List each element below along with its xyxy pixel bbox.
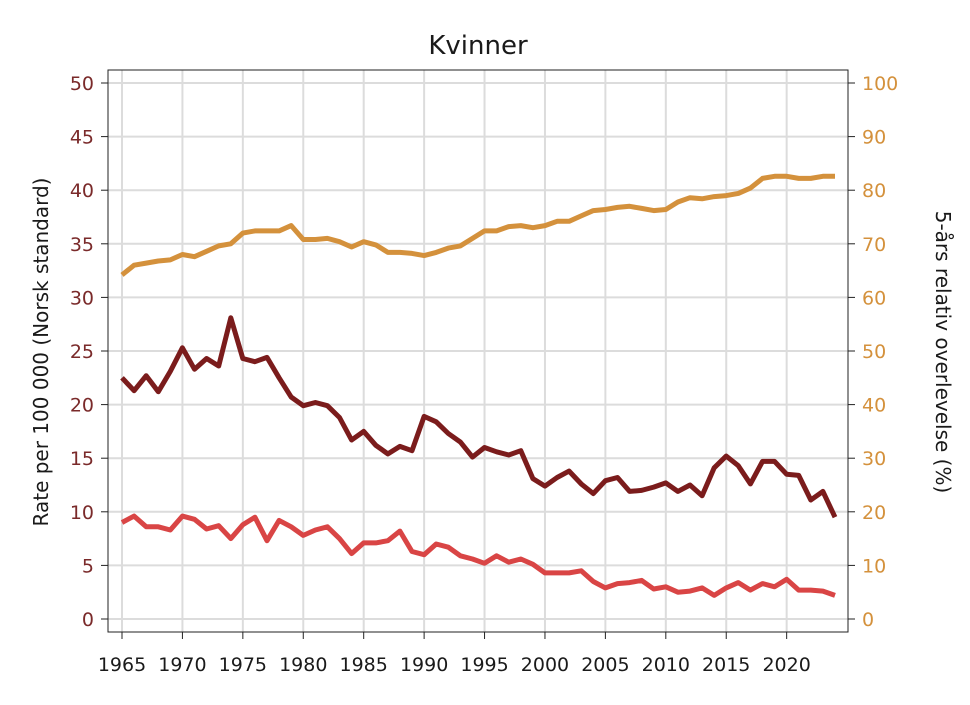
right-tick-label: 30 (862, 448, 886, 470)
x-tick-label: 1975 (219, 654, 267, 676)
right-axis-ticks: 0 10 20 30 40 50 60 70 80 90 100 (848, 73, 898, 631)
x-axis-ticks: 1965 1970 1975 1980 1985 1990 1995 2000 2005 2010… (98, 632, 811, 676)
left-axis-ticks: 0 5 10 15 20 25 30 35 40 45 50 (70, 73, 108, 631)
x-tick-label: 1990 (400, 654, 448, 676)
right-tick-label: 0 (862, 609, 874, 631)
x-tick-label: 2010 (642, 654, 690, 676)
x-tick-label: 2000 (521, 654, 569, 676)
right-tick-label: 70 (862, 234, 886, 256)
left-tick-label: 20 (70, 395, 94, 417)
series-lines (120, 173, 838, 598)
left-tick-label: 5 (82, 555, 94, 577)
left-tick-label: 35 (70, 234, 94, 256)
left-tick-label: 0 (82, 609, 94, 631)
left-tick-label: 10 (70, 502, 94, 524)
chart-title: Kvinner (428, 31, 528, 61)
right-tick-label: 40 (862, 395, 886, 417)
left-tick-label: 25 (70, 341, 94, 363)
right-axis-label: 5-års relativ overlevelse (%) (931, 211, 955, 494)
x-tick-label: 2015 (702, 654, 750, 676)
right-tick-label: 90 (862, 127, 886, 149)
left-tick-label: 40 (70, 180, 94, 202)
series-line-2 (120, 315, 838, 519)
right-tick-label: 100 (862, 73, 898, 95)
right-tick-label: 60 (862, 287, 886, 309)
left-tick-label: 15 (70, 448, 94, 470)
x-tick-label: 1995 (460, 654, 508, 676)
left-tick-label: 30 (70, 287, 94, 309)
x-tick-label: 2005 (581, 654, 629, 676)
x-tick-label: 1985 (340, 654, 388, 676)
left-axis-label: Rate per 100 000 (Norsk standard) (29, 178, 53, 527)
right-tick-label: 20 (862, 502, 886, 524)
grid (108, 70, 848, 632)
x-tick-label: 1965 (98, 654, 146, 676)
x-tick-label: 1970 (158, 654, 206, 676)
right-tick-label: 10 (862, 555, 886, 577)
right-tick-label: 50 (862, 341, 886, 363)
left-tick-label: 45 (70, 127, 94, 149)
series-line-1 (120, 173, 835, 277)
x-tick-label: 1980 (279, 654, 327, 676)
series-line-3 (120, 513, 836, 598)
left-tick-label: 50 (70, 73, 94, 95)
right-tick-label: 80 (862, 180, 886, 202)
x-tick-label: 2020 (762, 654, 810, 676)
